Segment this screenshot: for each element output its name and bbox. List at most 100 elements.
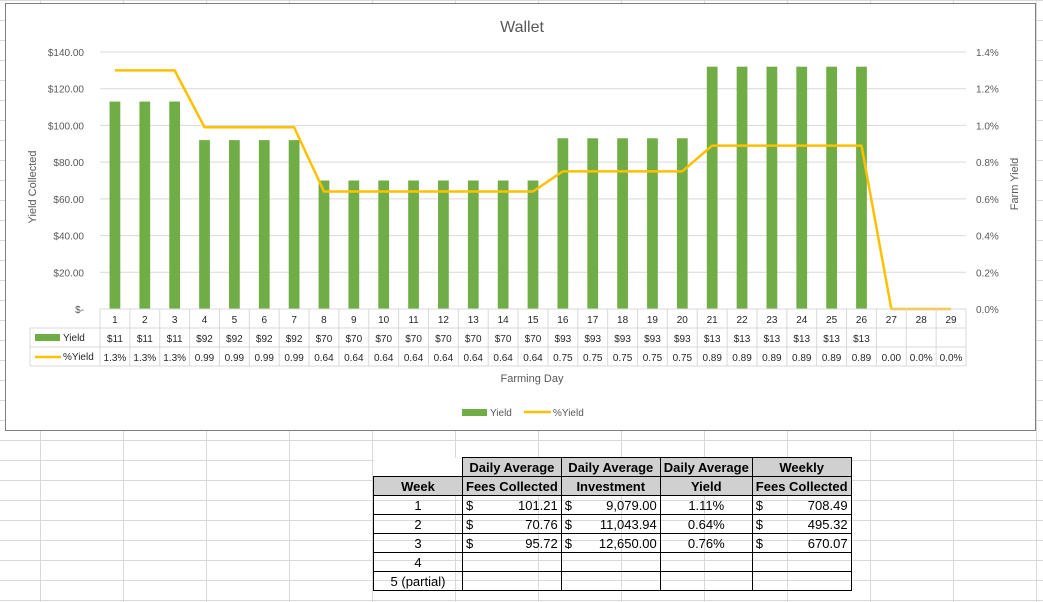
x-tick-label: 28: [916, 315, 928, 326]
line-data-label: 0.75: [643, 353, 663, 364]
bar-data-label: $70: [316, 334, 333, 345]
weekly-cell: $708.49: [751, 495, 852, 515]
line-data-label: 0.99: [195, 353, 215, 364]
y-tick-label: $-: [75, 305, 84, 316]
yield-cell: [659, 552, 753, 572]
header-fees-top: Daily Average: [462, 457, 562, 477]
x-tick-label: 9: [351, 315, 357, 326]
line-data-label: 0.00: [882, 353, 902, 364]
legend-pct-label: %Yield: [553, 408, 584, 419]
bar-data-label: $11: [137, 334, 153, 345]
x-tick-label: 4: [202, 315, 208, 326]
bar: [856, 66, 867, 309]
bar-data-label: $13: [734, 334, 751, 345]
line-data-label: 0.89: [702, 353, 722, 364]
x-tick-label: 11: [408, 315, 419, 326]
investment-cell: [560, 552, 661, 572]
table-row: 4: [373, 552, 852, 572]
header-fees: Fees Collected: [462, 476, 562, 496]
bar-data-label: $92: [256, 334, 273, 345]
week-cell: 2: [373, 514, 463, 534]
chart-area[interactable]: Wallet $- $20.00 $40.00 $60.00 $80.00 $100.00…: [5, 3, 1036, 431]
table-header-row-top: Daily Average Daily Average Daily Averag…: [373, 457, 852, 477]
table-row: 3 $95.72 $12,650.00 0.76% $670.07: [373, 533, 852, 553]
bar-data-label: $93: [614, 334, 631, 345]
x-tick-label: 20: [677, 315, 689, 326]
bar-data-label: $13: [793, 334, 810, 345]
bar-data-label: $70: [465, 334, 482, 345]
bar: [617, 138, 628, 309]
x-tick-label: 24: [796, 315, 808, 326]
x-tick-label: 15: [527, 315, 539, 326]
bar: [706, 66, 718, 309]
y-tick-label: $120.00: [48, 85, 85, 96]
x-tick-label: 5: [232, 315, 238, 326]
x-tick-label: 21: [707, 315, 719, 326]
bar: [467, 180, 479, 309]
bar-data-label: $70: [345, 334, 362, 345]
bar: [348, 180, 360, 309]
y-tick-label: $20.00: [53, 268, 84, 279]
bar: [318, 180, 330, 309]
bar-data-label: $92: [286, 334, 303, 345]
yield-cell: 0.64%: [659, 514, 753, 534]
bar-data-label: $70: [375, 334, 392, 345]
line-data-label: 0.89: [852, 353, 872, 364]
bar-data-label: $93: [555, 334, 572, 345]
y2-tick-label: 1.0%: [976, 121, 999, 132]
line-data-label: 0.64: [314, 353, 334, 364]
fees-cell: $70.76: [462, 514, 562, 534]
line-series-yield-pct: [114, 69, 952, 311]
legend-yield-swatch: [462, 409, 487, 416]
bar: [408, 180, 419, 309]
line-data-label: 0.75: [553, 353, 573, 364]
table-header-row-bottom: Week Fees Collected Investment Yield Fee…: [373, 476, 852, 496]
week-cell: 3: [373, 533, 463, 553]
x-tick-label: 12: [438, 315, 450, 326]
bar: [587, 138, 599, 309]
weekly-cell: [751, 571, 852, 591]
header-weekly: Fees Collected: [751, 476, 852, 496]
bar-data-label: $70: [495, 334, 512, 345]
bar-data-label: $92: [196, 334, 213, 345]
line-data-label: 0.89: [732, 353, 752, 364]
x-tick-label: 13: [468, 315, 480, 326]
bar: [796, 66, 808, 309]
y-tick-label: $100.00: [48, 121, 85, 132]
yield-cell: [659, 571, 753, 591]
line-data-label: 0.99: [284, 353, 304, 364]
y-tick-label: $40.00: [53, 232, 84, 243]
table-row: 5 (partial): [373, 571, 852, 591]
y2-tick-label: 0.4%: [976, 232, 999, 243]
line-data-label: 0.64: [434, 353, 454, 364]
legend-yield-label: Yield: [490, 408, 512, 419]
table-row: 2 $70.76 $11,043.94 0.64% $495.32: [373, 514, 852, 534]
bar: [139, 101, 151, 309]
x-tick-label: 22: [736, 315, 748, 326]
bar: [109, 101, 121, 309]
line-data-label: 0.64: [344, 353, 364, 364]
x-tick-label: 18: [617, 315, 629, 326]
bar: [766, 66, 778, 309]
y2-tick-label: 1.4%: [976, 48, 999, 59]
line-data-label: 0.89: [822, 353, 842, 364]
y-axis-ticks: $- $20.00 $40.00 $60.00 $80.00 $100.00 $120.00…: [48, 48, 85, 316]
investment-cell: $12,650.00: [560, 533, 661, 553]
bar: [199, 140, 210, 309]
yield-cell: 1.11%: [659, 495, 753, 515]
y2-tick-label: 0.2%: [976, 268, 999, 279]
line-data-label: 0.89: [792, 353, 812, 364]
week-cell: 1: [373, 495, 463, 515]
header-week: Week: [373, 476, 463, 496]
chart-title: Wallet: [500, 19, 544, 36]
line-data-label: 0.99: [225, 353, 245, 364]
bar: [169, 101, 181, 309]
y2-tick-label: 0.6%: [976, 195, 999, 206]
header-yield: Yield: [659, 476, 753, 496]
x-tick-label: 1: [112, 315, 118, 326]
header-blank: [373, 457, 463, 477]
bar-data-label: $93: [674, 334, 691, 345]
table-key-yield: [35, 334, 60, 341]
line-path: [114, 69, 952, 311]
line-data-label: 1.3%: [133, 353, 156, 364]
